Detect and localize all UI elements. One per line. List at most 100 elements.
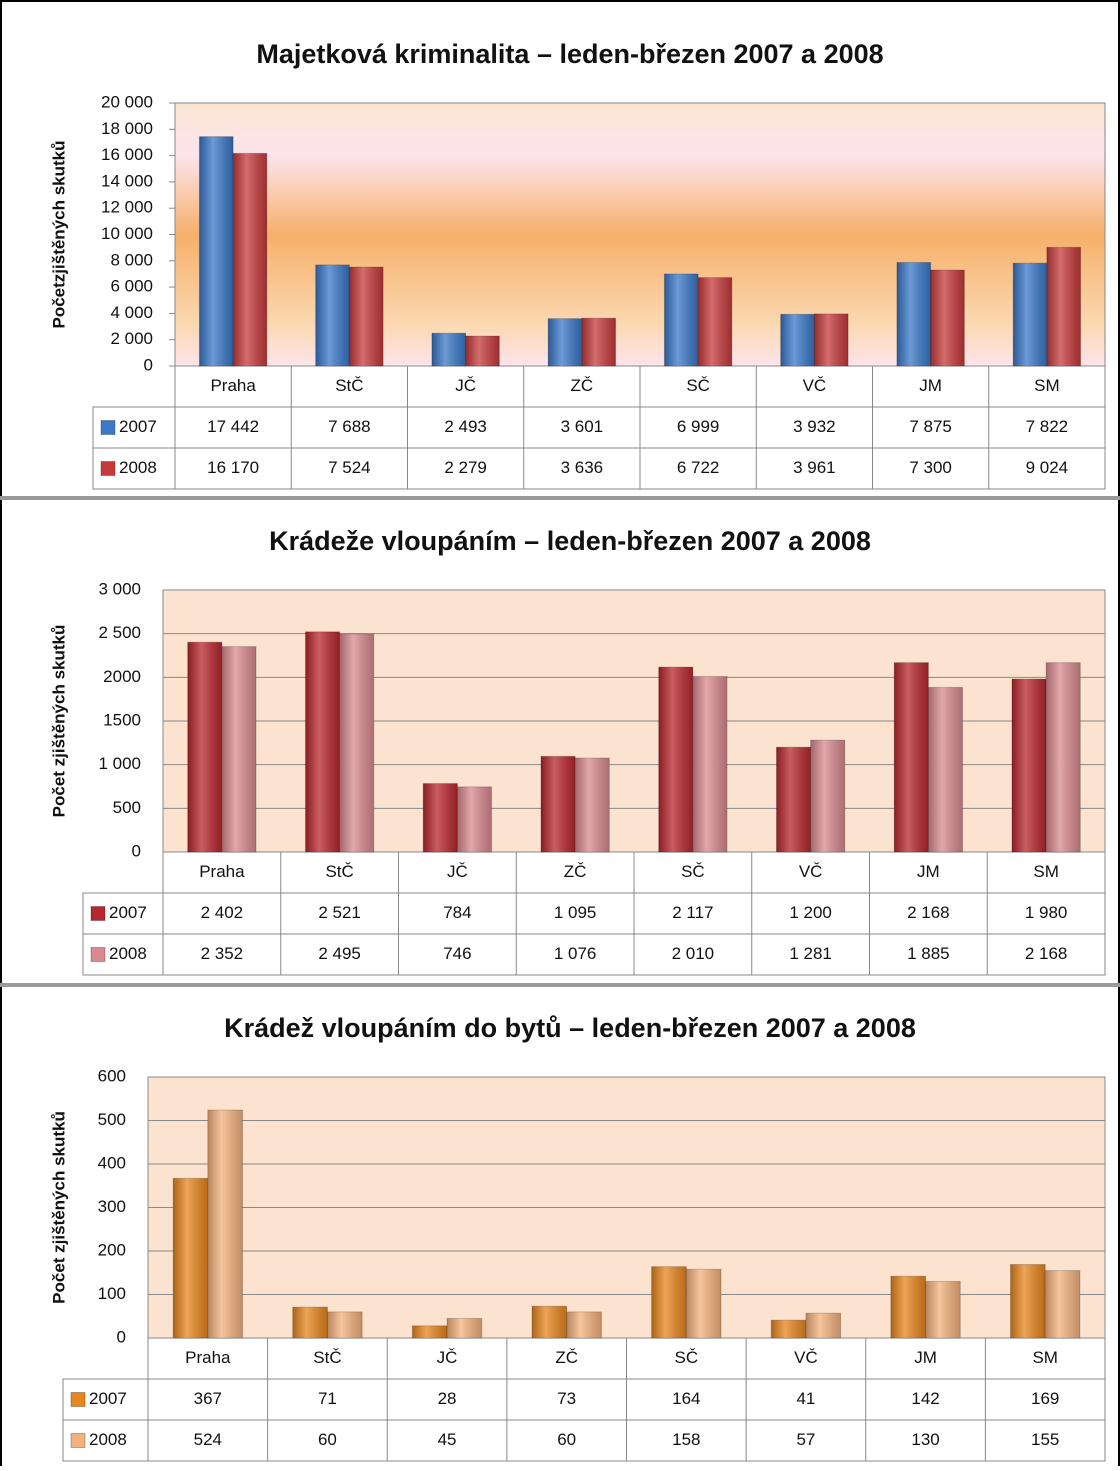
table-value: 7 875 [909,417,952,436]
bar-shine [233,153,267,366]
table-value: 17 442 [207,417,259,436]
table-value: 169 [1031,1389,1059,1408]
table-value: 158 [672,1430,700,1449]
y-axis-label: Počet zjištěných skutků [49,1111,68,1304]
bar-shine [894,662,929,852]
bar-shine [810,740,845,852]
y-tick-label: 1500 [103,710,141,729]
table-value: 2 495 [318,944,361,963]
x-tick-label: SM [1032,1348,1058,1367]
bar-shine [664,273,699,366]
y-tick-label: 20 000 [101,92,153,111]
legend-swatch [90,947,106,962]
bar-shine [531,1306,567,1338]
x-tick-label: SČ [675,1348,699,1367]
x-tick-label: JČ [447,862,468,881]
chart-title: Krádež vloupáním do bytů – leden-březen … [224,1013,916,1043]
bar-shine [199,136,234,366]
table-value: 57 [796,1430,815,1449]
y-tick-label: 1 000 [98,754,141,773]
table-value: 1 885 [907,944,950,963]
y-tick-label: 0 [132,841,141,860]
y-tick-label: 14 000 [101,171,153,190]
legend-label: 2007 [89,1389,127,1408]
bar-shine [928,687,963,852]
table-value: 16 170 [207,458,259,477]
x-tick-label: SM [1033,862,1059,881]
y-tick-label: 12 000 [101,198,153,217]
chart-title: Majetková kriminalita – leden-březen 200… [256,39,883,69]
x-tick-label: JM [917,862,940,881]
bar-shine [566,1311,602,1338]
x-tick-label: ZČ [571,376,594,395]
bar-shine [658,667,693,852]
bar-shine [431,333,466,366]
x-tick-label: Praha [210,376,256,395]
table-value: 7 688 [328,417,371,436]
bar-shine [349,267,384,366]
table-value: 6 999 [677,417,720,436]
bar-shine [1046,247,1081,366]
table-value: 1 076 [554,944,597,963]
table-value: 3 636 [561,458,604,477]
y-axis-label: Počet zjištěných skutků [49,625,68,818]
x-tick-label: JM [914,1348,937,1367]
table-value: 2 352 [201,944,244,963]
table-value: 2 279 [444,458,487,477]
table-value: 7 524 [328,458,371,477]
y-tick-label: 2 000 [110,329,153,348]
bar-shine [575,758,610,852]
x-tick-label: VČ [799,862,823,881]
table-value: 45 [438,1430,457,1449]
x-tick-label: SČ [681,862,705,881]
y-tick-label: 8 000 [110,250,153,269]
x-tick-label: StČ [335,376,363,395]
table-value: 2 117 [672,903,713,922]
legend-swatch [90,906,106,921]
table-value: 1 281 [789,944,832,963]
table-value: 2 168 [1025,944,1068,963]
bar-shine [581,318,616,366]
table-value: 2 010 [672,944,715,963]
table-row [62,1378,1106,1421]
legend-swatch [100,420,116,435]
bar-shine [447,1318,482,1338]
x-tick-label: Praha [185,1348,231,1367]
bar-shine [221,646,257,852]
table-value: 1 095 [554,903,597,922]
table-value: 2 493 [444,417,487,436]
legend-swatch [70,1433,86,1448]
legend-label: 2007 [119,417,157,436]
y-tick-label: 100 [98,1284,126,1303]
x-tick-label: VČ [794,1348,818,1367]
table-value: 142 [911,1389,939,1408]
separator [0,496,1120,500]
table-value: 2 402 [201,903,244,922]
chart-title: Krádeže vloupáním – leden-březen 2007 a … [269,526,871,556]
y-tick-label: 2 500 [98,623,141,642]
bar-shine [412,1325,448,1338]
bar-shine [692,676,728,852]
bar-shine [465,336,500,366]
bar-shine [1013,263,1047,366]
legend-label: 2008 [119,458,157,477]
bar-shine [930,270,965,366]
bar-shine [187,642,222,852]
y-tick-label: 400 [98,1153,126,1172]
bar-shine [805,1313,841,1338]
bar-shine [173,1178,208,1338]
y-tick-label: 3 000 [98,579,141,598]
bar-shine [207,1110,243,1338]
x-tick-label: SM [1034,376,1060,395]
bar-shine [896,262,931,366]
y-tick-label: 0 [117,1327,126,1346]
table-value: 1 200 [789,903,832,922]
y-tick-label: 300 [98,1197,126,1216]
y-tick-label: 10 000 [101,224,153,243]
table-value: 73 [557,1389,576,1408]
table-value: 9 024 [1026,458,1069,477]
y-tick-label: 200 [98,1240,126,1259]
legend-label: 2008 [89,1430,127,1449]
